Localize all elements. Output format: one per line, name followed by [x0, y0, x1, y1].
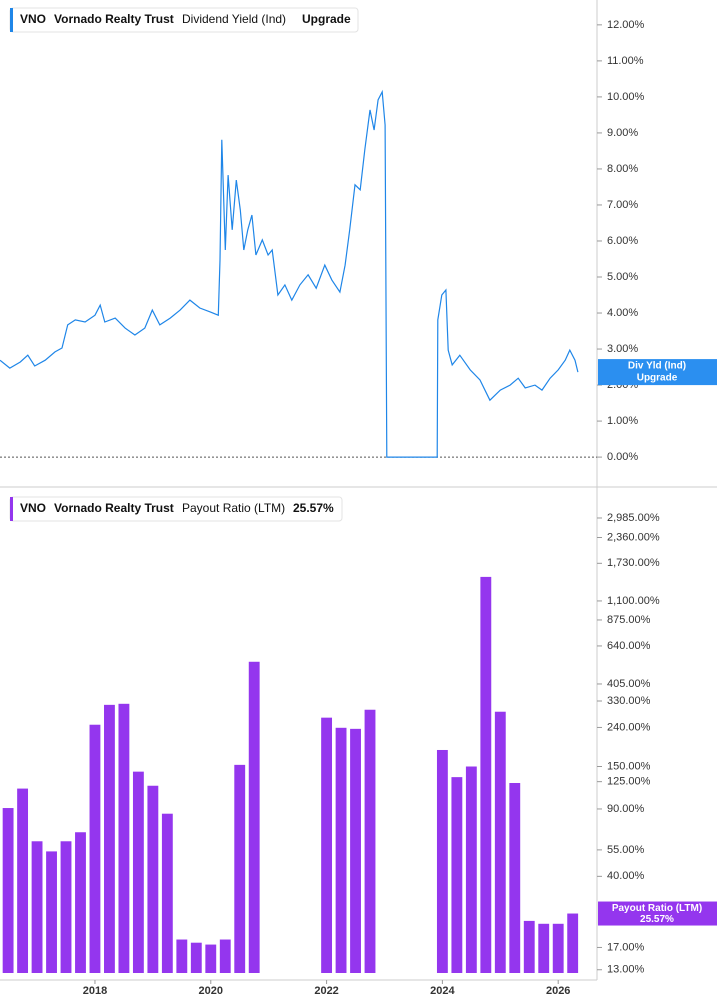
y-tick-label: 4.00%	[607, 307, 638, 319]
x-tick-label: 2026	[546, 985, 570, 997]
bar	[480, 576, 492, 973]
legend-swatch	[10, 8, 13, 32]
bar	[219, 939, 231, 973]
bar	[2, 808, 14, 973]
legend-swatch	[10, 497, 13, 521]
status: Upgrade	[302, 12, 351, 26]
badge-title: Div Yld (Ind)	[628, 361, 686, 372]
bar	[321, 717, 333, 973]
bar	[465, 766, 477, 973]
y-tick-label: 640.00%	[607, 640, 651, 652]
y-tick-label: 55.00%	[607, 844, 645, 856]
ticker: VNO	[20, 501, 46, 515]
bar	[567, 913, 579, 973]
bar	[538, 923, 550, 973]
legend-top: VNO Vornado Realty Trust Dividend Yield …	[9, 7, 359, 33]
bar	[176, 939, 188, 973]
metric: Payout Ratio (LTM)	[182, 501, 285, 515]
y-tick-label: 90.00%	[607, 803, 645, 815]
price-badge: Div Yld (Ind)Upgrade	[598, 359, 717, 386]
bar	[451, 777, 463, 973]
y-tick-label: 2,985.00%	[607, 512, 660, 524]
y-tick-label: 7.00%	[607, 199, 638, 211]
y-tick-label: 1,730.00%	[607, 557, 660, 569]
badge-title: Payout Ratio (LTM)	[612, 903, 702, 914]
y-tick-label: 13.00%	[607, 964, 645, 976]
legend-bottom: VNO Vornado Realty Trust Payout Ratio (L…	[9, 496, 343, 522]
bar	[364, 709, 376, 973]
y-tick-label: 8.00%	[607, 163, 638, 175]
y-tick-label: 125.00%	[607, 776, 651, 788]
y-tick-label: 10.00%	[607, 91, 645, 103]
bar	[46, 851, 57, 973]
bar	[190, 942, 202, 973]
y-tick-label: 5.00%	[607, 271, 638, 283]
y-tick-label: 875.00%	[607, 614, 651, 626]
bar	[147, 785, 159, 973]
y-tick-label: 11.00%	[607, 55, 644, 67]
y-tick-label: 240.00%	[607, 721, 651, 733]
bar	[509, 782, 521, 973]
y-tick-label: 12.00%	[607, 19, 645, 31]
bar	[118, 703, 130, 973]
bar	[17, 788, 29, 973]
x-tick-label: 2024	[430, 985, 455, 997]
bar	[436, 749, 448, 973]
badge-box	[598, 901, 717, 926]
bar	[75, 832, 86, 973]
bar	[350, 728, 361, 973]
y-tick-label: 6.00%	[607, 235, 638, 247]
bar	[31, 841, 43, 973]
bar	[552, 923, 564, 973]
bar	[205, 944, 217, 973]
bar	[335, 727, 347, 973]
value-badge: Payout Ratio (LTM)25.57%	[598, 901, 717, 926]
ticker: VNO	[20, 12, 46, 26]
y-tick-label: 17.00%	[607, 941, 645, 953]
metric: Dividend Yield (Ind)	[182, 12, 286, 26]
line	[0, 89, 579, 458]
y-tick-label: 9.00%	[607, 127, 638, 139]
bar	[60, 841, 72, 973]
y-tick-label: 40.00%	[607, 870, 645, 882]
badge-value: 25.57%	[640, 914, 674, 925]
bar	[132, 771, 144, 973]
badge-value: Upgrade	[637, 373, 678, 384]
y-tick-label: 150.00%	[607, 760, 651, 772]
x-tick-label: 2022	[314, 985, 338, 997]
y-tick-label: 330.00%	[607, 695, 651, 707]
x-tick-label: 2018	[83, 985, 107, 997]
company: Vornado Realty Trust	[54, 12, 174, 26]
y-tick-label: 405.00%	[607, 678, 651, 690]
company: Vornado Realty Trust	[54, 501, 174, 515]
bar	[494, 711, 506, 973]
bar	[89, 724, 101, 973]
y-tick-label: 1,100.00%	[607, 595, 660, 607]
bar	[248, 661, 260, 973]
y-tick-label: 0.00%	[607, 451, 638, 463]
y-tick-label: 3.00%	[607, 343, 638, 355]
bar	[104, 704, 115, 973]
bar	[161, 813, 173, 973]
bar	[234, 764, 246, 973]
badge-box	[598, 359, 717, 386]
x-tick-label: 2020	[199, 985, 223, 997]
current-value: 25.57%	[293, 501, 334, 515]
y-tick-label: 1.00%	[607, 415, 638, 427]
y-tick-label: 2,360.00%	[607, 531, 660, 543]
bar	[523, 920, 535, 973]
